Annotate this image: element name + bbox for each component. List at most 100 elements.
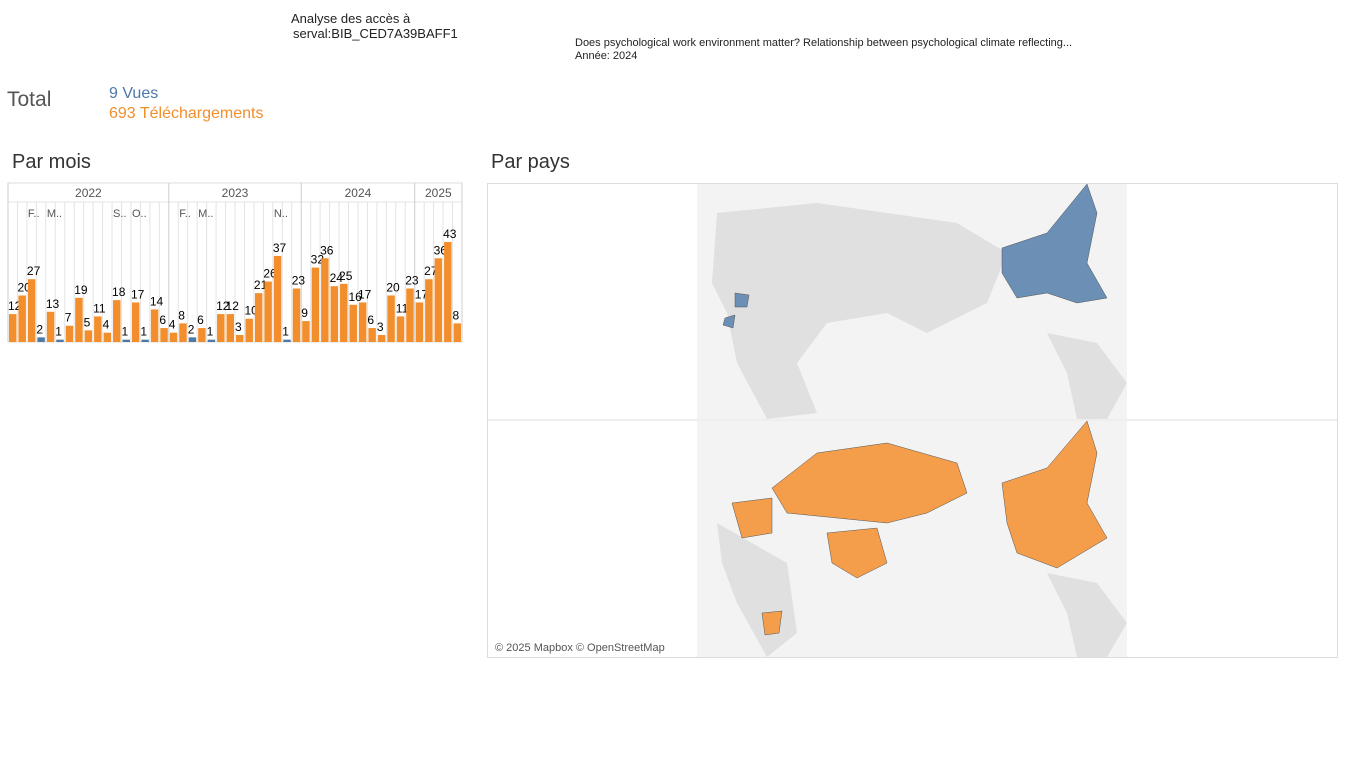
bar xyxy=(453,323,461,342)
bar xyxy=(368,328,376,342)
bar xyxy=(434,258,443,342)
country-highlight xyxy=(1001,183,1108,304)
data-label: 17 xyxy=(358,287,372,301)
bar xyxy=(302,321,310,342)
bar xyxy=(169,332,178,342)
data-label: 19 xyxy=(74,283,88,297)
bar xyxy=(349,304,357,342)
total-label: Total xyxy=(7,88,52,111)
data-label: 9 xyxy=(301,306,308,320)
month-label: M.. xyxy=(198,208,213,220)
document-title: Does psychological work environment matt… xyxy=(575,37,1073,49)
data-label: 37 xyxy=(273,241,287,255)
bar xyxy=(160,328,168,342)
bar xyxy=(444,242,452,342)
data-label: 5 xyxy=(84,315,91,329)
data-label: 1 xyxy=(207,325,214,339)
bar xyxy=(75,297,83,342)
data-label: 8 xyxy=(178,308,185,322)
title: Analyse des accès à xyxy=(291,11,411,26)
country-highlight xyxy=(1001,420,1108,569)
bar xyxy=(415,302,424,342)
downloads-map: © 2025 Mapbox © OpenStreetMap xyxy=(495,420,1127,657)
data-label: 11 xyxy=(93,301,106,315)
bar xyxy=(94,316,102,342)
country-highlight xyxy=(722,314,736,329)
land xyxy=(712,203,1007,419)
data-label: 13 xyxy=(46,297,60,311)
data-label: 1 xyxy=(282,325,289,339)
bar xyxy=(9,314,17,342)
bar xyxy=(406,288,414,342)
bar xyxy=(358,302,367,342)
year: Année: 2024 xyxy=(575,50,638,62)
data-label: 18 xyxy=(112,285,126,299)
data-label: 17 xyxy=(415,287,429,301)
bar xyxy=(321,258,329,342)
section-title: Par mois xyxy=(12,151,91,173)
bar xyxy=(207,339,216,342)
data-label: 36 xyxy=(320,243,334,257)
map-attribution: © 2025 Mapbox © OpenStreetMap xyxy=(495,642,665,654)
bar xyxy=(65,325,74,342)
bar xyxy=(113,300,121,342)
bar xyxy=(131,302,140,342)
data-label: 3 xyxy=(377,320,384,334)
total-downloads: 693 Téléchargements xyxy=(109,105,264,122)
data-label: 20 xyxy=(386,280,400,294)
bar xyxy=(27,279,36,342)
year-label: 2023 xyxy=(222,186,249,200)
bar xyxy=(236,335,244,342)
data-label: 27 xyxy=(27,264,41,278)
bar xyxy=(340,283,348,342)
data-label: 4 xyxy=(169,318,176,332)
data-label: 6 xyxy=(197,313,204,327)
data-label: 7 xyxy=(65,311,72,325)
bar xyxy=(377,335,386,342)
data-label: 24 xyxy=(330,271,344,285)
bar xyxy=(292,288,301,342)
bar xyxy=(396,316,405,342)
data-label: 12 xyxy=(216,299,230,313)
views-map xyxy=(697,183,1127,419)
month-label: S.. xyxy=(113,208,126,220)
data-label: 6 xyxy=(159,313,166,327)
month-label: O.. xyxy=(132,208,147,220)
bar xyxy=(264,281,272,342)
year-label: 2025 xyxy=(425,186,452,200)
bar xyxy=(330,286,339,342)
bar xyxy=(103,332,112,342)
data-label: 11 xyxy=(396,301,409,315)
month-label: M.. xyxy=(47,208,62,220)
bar xyxy=(226,314,234,342)
month-label: F.. xyxy=(28,208,40,220)
month-label: N.. xyxy=(274,208,288,220)
data-label: 12 xyxy=(226,299,240,313)
maps: © 2025 Mapbox © OpenStreetMap xyxy=(487,183,1338,658)
country-highlight xyxy=(731,497,773,539)
bar xyxy=(217,314,225,342)
bar xyxy=(188,337,197,342)
bar xyxy=(56,339,64,342)
data-label: 36 xyxy=(434,243,448,257)
bar xyxy=(37,337,45,342)
section-title: Par pays xyxy=(491,151,570,173)
bar xyxy=(18,295,26,342)
data-label: 10 xyxy=(244,304,258,318)
bar xyxy=(387,295,395,342)
data-label: 3 xyxy=(235,320,242,334)
data-label: 26 xyxy=(263,267,277,281)
data-label: 6 xyxy=(367,313,374,327)
bar xyxy=(198,328,206,342)
year-label: 2022 xyxy=(75,186,102,200)
bar xyxy=(122,339,130,342)
bar xyxy=(141,339,149,342)
data-label: 43 xyxy=(443,227,457,241)
data-label: 1 xyxy=(122,325,129,339)
data-label: 21 xyxy=(254,278,268,292)
bar xyxy=(311,267,320,342)
country-highlight xyxy=(826,527,888,579)
data-label: 23 xyxy=(292,274,306,288)
